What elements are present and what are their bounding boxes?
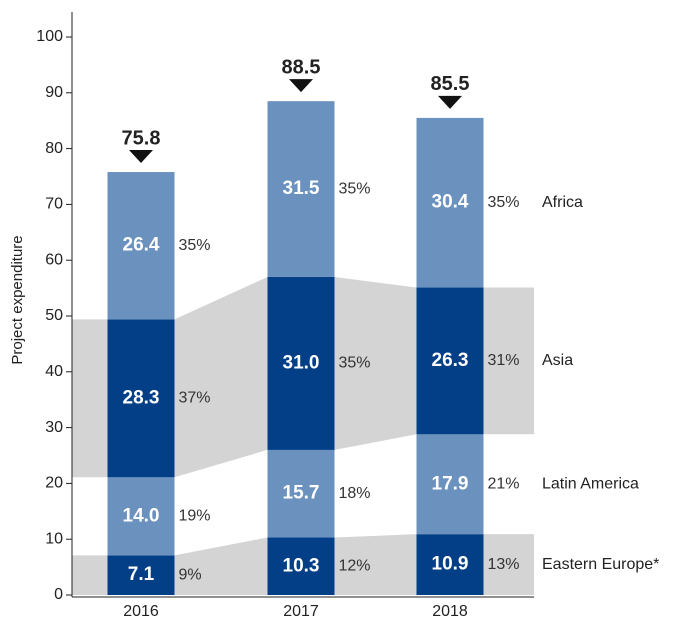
- y-tick-label: 40: [45, 363, 63, 380]
- y-tick-label: 20: [45, 475, 63, 492]
- legend-label: Asia: [542, 352, 573, 369]
- share-label: 37%: [179, 390, 211, 407]
- share-label: 12%: [339, 557, 371, 574]
- y-axis-label: Project expenditure: [9, 235, 26, 364]
- x-tick-label: 2018: [432, 603, 468, 620]
- total-label: 88.5: [282, 56, 321, 78]
- total-marker: [129, 150, 153, 164]
- value-label: 31.0: [283, 352, 320, 373]
- y-tick-label: 80: [45, 140, 63, 157]
- bar-segment: [267, 101, 335, 277]
- total-label: 75.8: [122, 127, 161, 149]
- legend-label: Eastern Europe*: [542, 556, 659, 573]
- value-label: 17.9: [432, 473, 469, 494]
- value-label: 10.3: [283, 555, 320, 576]
- y-tick-label: 0: [54, 586, 63, 603]
- bar-segment: [107, 555, 175, 595]
- share-label: 35%: [488, 194, 520, 211]
- share-label: 31%: [488, 352, 520, 369]
- value-label: 26.3: [432, 350, 469, 371]
- share-label: 19%: [179, 508, 211, 525]
- share-label: 13%: [488, 556, 520, 573]
- value-label: 10.9: [432, 554, 469, 575]
- bar-segment: [267, 449, 335, 538]
- y-tick-label: 90: [45, 84, 63, 101]
- value-label: 31.5: [283, 178, 320, 199]
- total-label: 85.5: [431, 73, 470, 95]
- share-label: 35%: [339, 180, 371, 197]
- bar-segment: [107, 319, 175, 478]
- y-tick-label: 70: [45, 196, 63, 213]
- bar-segment: [416, 534, 484, 595]
- value-label: 7.1: [128, 564, 155, 585]
- legend-label: Africa: [542, 194, 583, 211]
- y-tick-label: 10: [45, 530, 63, 547]
- bar-segment: [267, 276, 335, 450]
- share-label: 9%: [179, 566, 202, 583]
- value-label: 14.0: [123, 505, 160, 526]
- x-tick-label: 2016: [123, 603, 159, 620]
- share-label: 21%: [488, 475, 520, 492]
- bar-segment: [107, 477, 175, 556]
- value-label: 26.4: [123, 235, 160, 256]
- x-tick-label: 2017: [283, 603, 319, 620]
- y-tick-label: 100: [36, 28, 63, 45]
- share-label: 18%: [339, 485, 371, 502]
- bar-segment: [107, 172, 175, 320]
- bar-segment: [416, 287, 484, 435]
- bar-segment: [267, 537, 335, 595]
- y-tick-label: 50: [45, 307, 63, 324]
- total-marker: [289, 79, 313, 93]
- value-label: 28.3: [123, 387, 160, 408]
- share-label: 35%: [339, 355, 371, 372]
- y-tick-label: 60: [45, 251, 63, 268]
- value-label: 30.4: [432, 192, 469, 213]
- share-label: 35%: [179, 237, 211, 254]
- bar-segment: [416, 434, 484, 535]
- legend-label: Latin America: [542, 475, 639, 492]
- y-tick-label: 30: [45, 419, 63, 436]
- bar-segment: [416, 117, 484, 288]
- value-label: 15.7: [283, 483, 320, 504]
- total-marker: [438, 95, 462, 109]
